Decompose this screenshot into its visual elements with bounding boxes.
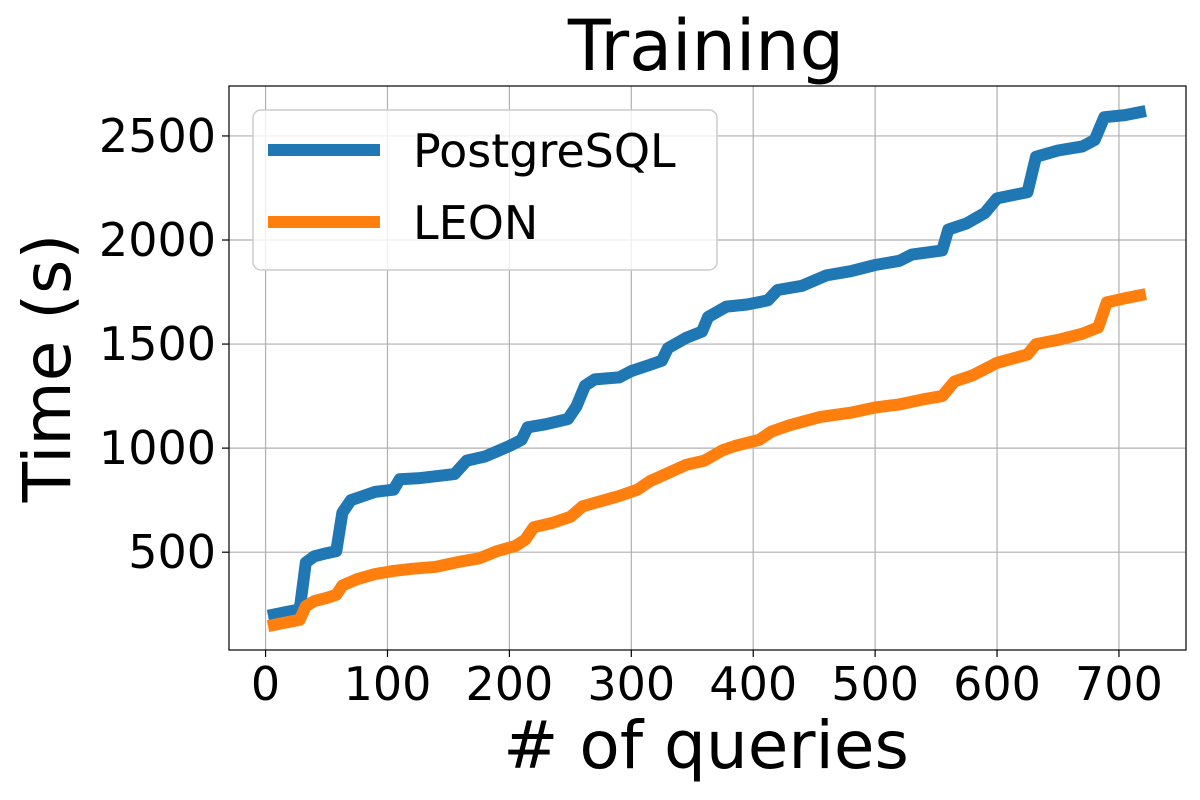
x-tick-label: 700 xyxy=(1075,657,1163,711)
chart-title: Training xyxy=(567,5,844,87)
x-tick-label: 500 xyxy=(831,657,919,711)
y-tick-label: 2500 xyxy=(99,109,216,163)
y-tick-label: 500 xyxy=(128,525,216,579)
legend-label-postgresql: PostgreSQL xyxy=(413,124,676,178)
x-axis-label: # of queries xyxy=(503,707,909,784)
series-line-postgresql xyxy=(266,105,1147,622)
series-line-leon xyxy=(266,288,1147,632)
x-tick-label: 0 xyxy=(251,657,280,711)
x-tick-label: 100 xyxy=(344,657,432,711)
axis-ticks: 0 100 200 300 400 500 600 700 500 1000 1500 2000 250… xyxy=(99,109,1163,711)
y-tick-label: 1000 xyxy=(99,421,216,475)
legend-label-leon: LEON xyxy=(413,196,538,250)
y-tick-label: 1500 xyxy=(99,317,216,371)
y-axis-label: Time (s) xyxy=(9,234,86,503)
y-tick-label: 2000 xyxy=(99,213,216,267)
x-tick-label: 300 xyxy=(587,657,675,711)
series-layer xyxy=(266,105,1147,632)
legend: PostgreSQL LEON xyxy=(252,109,718,271)
x-tick-label: 200 xyxy=(465,657,553,711)
x-tick-label: 400 xyxy=(709,657,797,711)
x-tick-label: 600 xyxy=(953,657,1041,711)
plot-frame xyxy=(228,85,1187,651)
